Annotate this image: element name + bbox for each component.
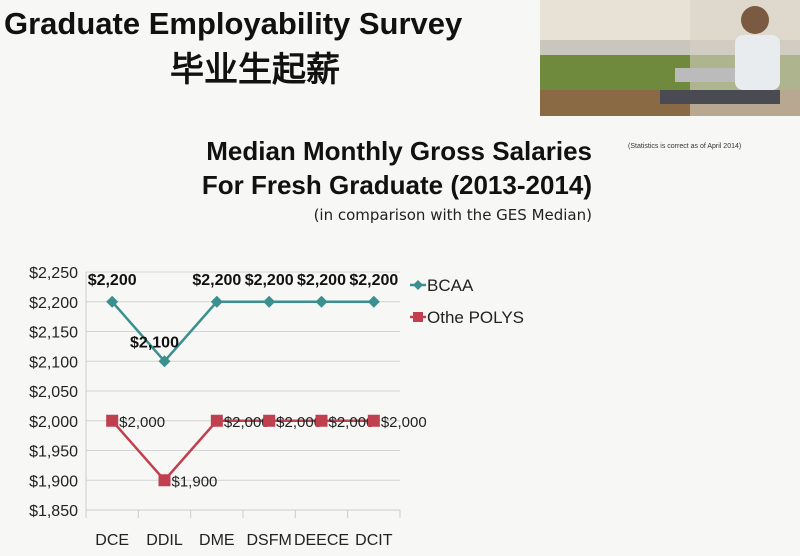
chart-subtitle: (in comparison with the GES Median) — [313, 206, 592, 224]
data-point — [210, 295, 223, 308]
x-tick-label: DSFM — [247, 532, 292, 549]
y-tick-label: $2,200 — [29, 295, 78, 312]
data-point — [367, 295, 380, 308]
data-label: $2,200 — [297, 272, 346, 289]
y-tick-label: $2,250 — [29, 265, 78, 282]
data-label: $2,100 — [130, 334, 179, 351]
data-label: $1,900 — [172, 473, 218, 490]
chart-title: Median Monthly Gross Salaries For Fresh … — [90, 134, 592, 202]
legend-label: BCAA — [427, 276, 474, 295]
page-title: Graduate Employability Survey — [4, 6, 463, 41]
legend-marker — [413, 280, 423, 290]
data-label: $2,200 — [349, 272, 398, 289]
photo-illustration — [540, 0, 800, 116]
data-point — [263, 414, 276, 427]
y-tick-label: $1,950 — [29, 444, 78, 461]
data-label: $2,200 — [192, 272, 241, 289]
data-point — [106, 414, 119, 427]
x-tick-label: DCE — [95, 532, 129, 549]
legend-label: Othe POLYS — [427, 308, 524, 327]
x-tick-label: DME — [199, 532, 235, 549]
chart-title-line-1: Median Monthly Gross Salaries — [206, 136, 592, 166]
x-tick-label: DDIL — [146, 532, 183, 549]
data-point — [263, 295, 276, 308]
y-tick-label: $2,100 — [29, 354, 78, 371]
series-line-bcaa — [111, 300, 374, 364]
statistics-note: (Statistics is correct as of April 2014) — [628, 143, 742, 150]
data-label: $2,000 — [119, 414, 165, 431]
legend-marker — [413, 312, 423, 322]
data-label: $2,000 — [224, 414, 270, 431]
series-line-othe-polys — [111, 419, 374, 483]
data-point — [315, 295, 328, 308]
data-point — [210, 414, 223, 427]
data-point — [315, 414, 328, 427]
y-tick-label: $1,900 — [29, 473, 78, 490]
data-label: $2,000 — [381, 414, 427, 431]
y-tick-label: $2,000 — [29, 414, 78, 431]
data-point — [106, 295, 119, 308]
data-label: $2,000 — [329, 414, 375, 431]
x-tick-label: DCIT — [355, 532, 393, 549]
x-tick-label: DEECE — [294, 532, 349, 549]
y-tick-label: $2,050 — [29, 384, 78, 401]
data-label: $2,200 — [245, 272, 294, 289]
student-photo — [540, 0, 800, 116]
chart-title-line-2: For Fresh Graduate (2013-2014) — [201, 170, 592, 200]
data-point — [158, 474, 171, 487]
data-point — [158, 355, 171, 368]
y-tick-label: $2,150 — [29, 325, 78, 342]
chinese-subtitle: 毕业生起薪 — [170, 50, 340, 90]
data-label: $2,200 — [88, 272, 137, 289]
data-point — [367, 414, 380, 427]
data-label: $2,000 — [276, 414, 322, 431]
y-tick-label: $1,850 — [29, 503, 78, 520]
